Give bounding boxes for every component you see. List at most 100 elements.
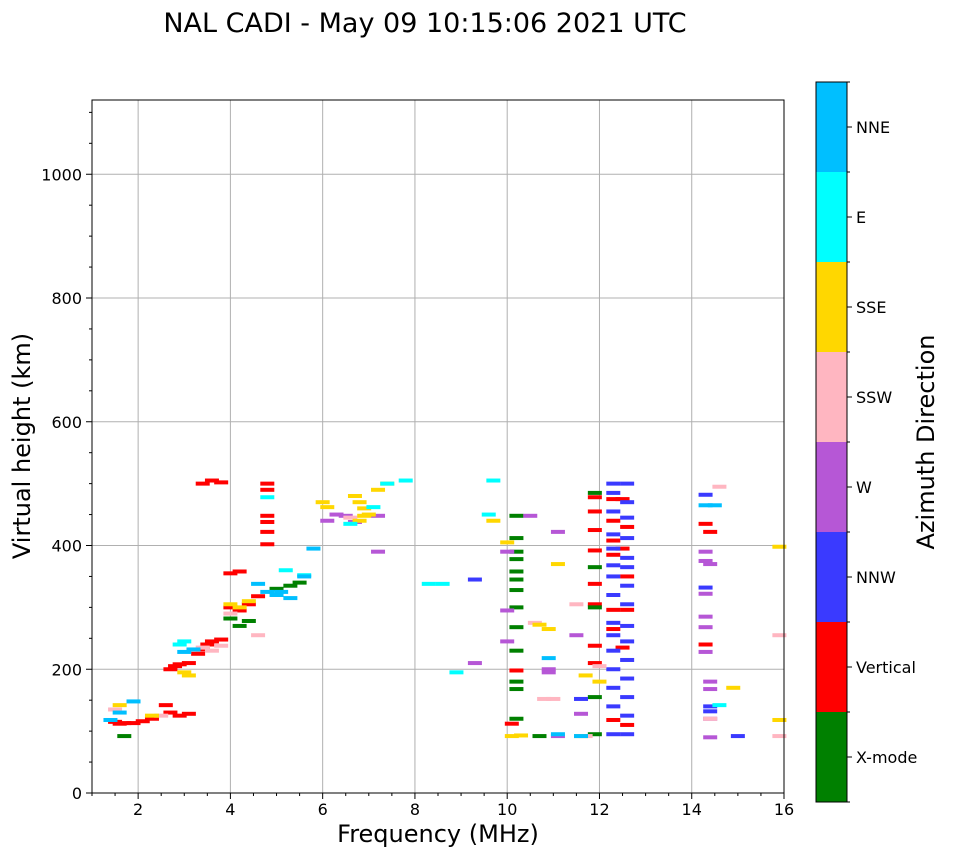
echo-point-x-mode xyxy=(292,580,307,585)
echo-point-nnw xyxy=(606,490,621,495)
echo-point-sse xyxy=(144,713,159,718)
echo-point-nnw xyxy=(620,713,635,718)
echo-point-vertical xyxy=(620,524,635,529)
echo-point-nnw xyxy=(620,657,635,662)
echo-point-x-mode xyxy=(223,616,238,621)
echo-point-sse xyxy=(112,703,127,708)
echo-point-nnw xyxy=(703,704,718,709)
echo-point-sse xyxy=(371,487,386,492)
echo-point-ssw xyxy=(569,602,584,607)
echo-point-x-mode xyxy=(509,549,524,554)
echo-point-w xyxy=(698,558,713,563)
echo-point-nnw xyxy=(606,704,621,709)
echo-point-x-mode xyxy=(509,536,524,541)
echo-point-nne xyxy=(260,589,275,594)
echo-point-w xyxy=(500,639,515,644)
echo-point-w xyxy=(500,608,515,613)
echo-point-vertical xyxy=(606,497,621,502)
echo-point-ssw xyxy=(703,716,718,721)
echo-point-e xyxy=(481,512,496,517)
echo-point-nnw xyxy=(698,585,713,590)
echo-point-nne xyxy=(574,734,589,739)
echo-point-w xyxy=(320,518,335,523)
echo-point-nnw xyxy=(606,633,621,638)
echo-point-vertical xyxy=(606,717,621,722)
echo-point-e xyxy=(278,568,293,573)
echo-point-vertical xyxy=(191,651,206,656)
echo-point-x-mode xyxy=(232,623,247,628)
echo-point-sse xyxy=(241,599,256,604)
colorbar-segment-sse xyxy=(816,262,847,352)
plot-area-frame xyxy=(91,99,785,794)
colorbar-tick-label: NNW xyxy=(856,568,896,587)
echo-point-nnw xyxy=(606,620,621,625)
echo-point-sse xyxy=(347,494,362,498)
echo-point-w xyxy=(541,667,556,672)
echo-point-sse xyxy=(541,627,556,632)
echo-point-nnw xyxy=(606,481,621,486)
echo-point-ssw xyxy=(195,645,210,650)
echo-point-nnw xyxy=(606,593,621,597)
echo-point-vertical xyxy=(260,487,275,492)
echo-point-x-mode xyxy=(509,716,524,721)
echo-point-nnw xyxy=(698,492,713,497)
echo-point-sse xyxy=(177,670,192,675)
echo-point-e xyxy=(343,521,358,526)
echo-point-vertical xyxy=(163,710,178,715)
echo-point-sse xyxy=(361,512,376,517)
echo-point-vertical xyxy=(135,719,150,724)
echo-point-e xyxy=(398,478,413,483)
echo-point-x-mode xyxy=(283,583,298,588)
y-tick-label: 400 xyxy=(51,537,82,556)
colorbar-tick-label: Vertical xyxy=(856,658,916,677)
x-tick-label: 14 xyxy=(682,800,702,819)
echo-point-x-mode xyxy=(509,569,524,574)
colorbar-segment-x-mode xyxy=(816,712,847,802)
echo-point-nne xyxy=(707,503,722,508)
echo-point-vertical xyxy=(260,513,275,518)
echo-point-nne xyxy=(251,581,266,586)
echo-point-ssw xyxy=(223,611,238,616)
echo-point-vertical xyxy=(587,495,602,500)
echo-point-vertical xyxy=(620,722,635,727)
echo-point-x-mode xyxy=(587,605,602,610)
x-tick-label: 6 xyxy=(318,800,328,819)
echo-point-e xyxy=(421,581,436,586)
echo-point-x-mode xyxy=(587,490,602,495)
echo-point-vertical xyxy=(504,721,519,726)
echo-point-nne xyxy=(698,503,713,508)
echo-point-nne xyxy=(186,647,201,652)
echo-point-e xyxy=(449,670,464,675)
echo-point-sse xyxy=(578,673,593,678)
echo-point-x-mode xyxy=(587,732,602,737)
echo-point-w xyxy=(698,625,713,630)
echo-point-vertical xyxy=(587,548,602,553)
echo-point-w xyxy=(698,591,713,596)
echo-point-sse xyxy=(592,679,607,684)
echo-point-vertical xyxy=(698,521,713,526)
echo-point-vertical xyxy=(606,607,621,612)
echo-point-vertical xyxy=(158,703,173,708)
echo-point-vertical xyxy=(615,546,630,551)
echo-point-vertical xyxy=(214,637,229,642)
colorbar-segment-w xyxy=(816,442,847,532)
echo-point-w xyxy=(467,661,482,666)
echo-point-nnw xyxy=(606,509,621,514)
echo-point-vertical xyxy=(606,538,621,543)
colorbar-segment-e xyxy=(816,172,847,262)
echo-point-sse xyxy=(315,500,330,505)
echo-point-w xyxy=(703,562,718,567)
echo-point-vertical xyxy=(195,481,210,486)
echo-point-nne xyxy=(126,699,141,704)
echo-point-w xyxy=(698,614,713,619)
echo-point-ssw xyxy=(204,648,219,653)
echo-point-nne xyxy=(177,649,192,654)
echo-point-ssw xyxy=(546,696,561,701)
echo-point-vertical xyxy=(620,574,635,579)
colorbar-tick-label: X-mode xyxy=(856,748,917,767)
echo-point-w xyxy=(569,633,584,638)
echo-point-nnw xyxy=(467,577,482,582)
echo-point-e xyxy=(177,639,192,644)
echo-point-w xyxy=(698,549,713,554)
